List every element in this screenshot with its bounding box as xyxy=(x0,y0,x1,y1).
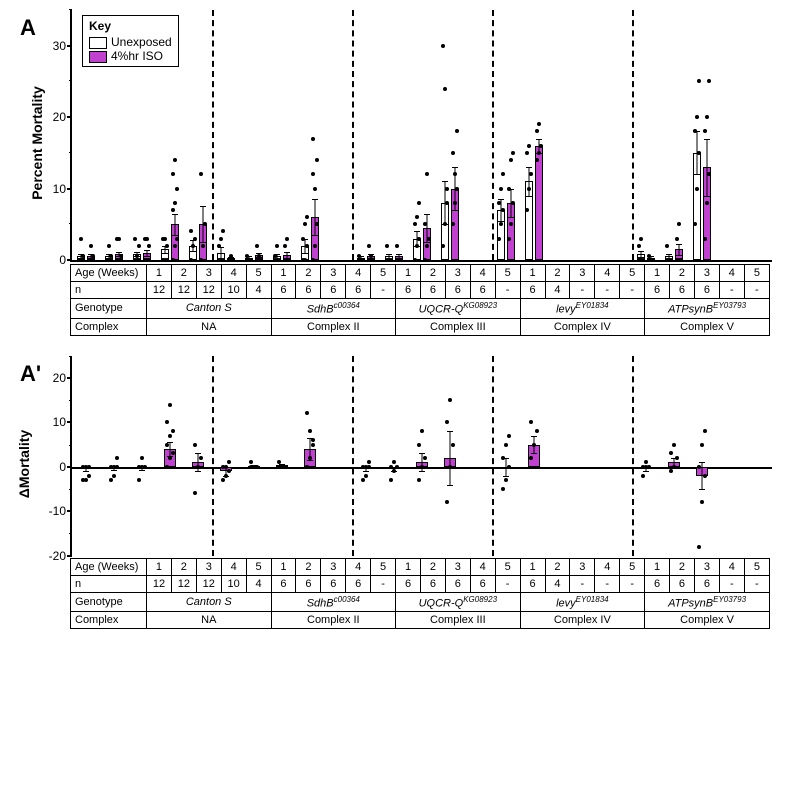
plot-aprime: -20-1001020 xyxy=(70,356,772,556)
legend-swatch-unexposed xyxy=(89,37,107,49)
y-axis-label-a: Percent Mortality xyxy=(29,86,45,200)
plot-a: Key Unexposed 4%hr ISO 0102030 xyxy=(70,10,772,262)
legend-label-exposed: 4%hr ISO xyxy=(111,49,163,63)
panel-aprime-label: A' xyxy=(20,361,41,387)
legend-swatch-exposed xyxy=(89,51,107,63)
panel-a-label: A xyxy=(20,15,36,41)
legend-title: Key xyxy=(89,19,172,33)
panel-a: A Percent Mortality Key Unexposed 4%hr I… xyxy=(10,10,785,336)
meta-table-aprime: Age (Weeks)1234512345123451234512345n121… xyxy=(70,558,770,630)
y-axis-label-aprime: ΔMortality xyxy=(16,429,32,497)
panel-aprime: A' ΔMortality -20-1001020 Age (Weeks)123… xyxy=(10,356,785,630)
meta-table-a: Age (Weeks)1234512345123451234512345n121… xyxy=(70,264,770,336)
legend-label-unexposed: Unexposed xyxy=(111,35,172,49)
legend: Key Unexposed 4%hr ISO xyxy=(82,15,179,67)
